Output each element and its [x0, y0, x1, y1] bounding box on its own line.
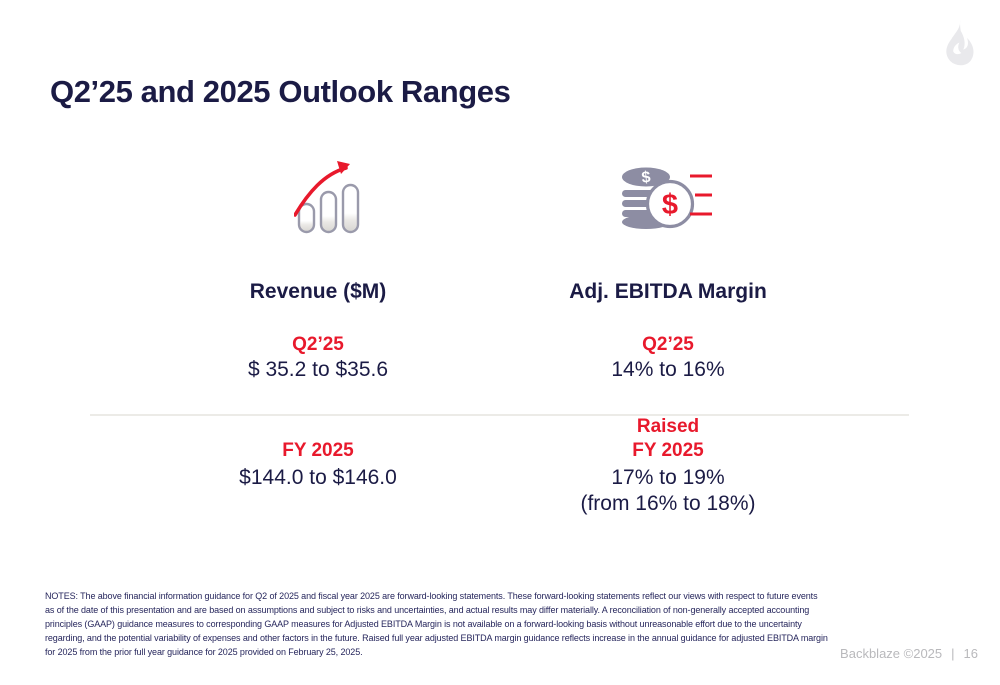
ebitda-raised-label: Raised [636, 416, 700, 437]
notes-line: regarding, and the potential variability… [45, 633, 828, 643]
footer-copyright: Backblaze ©2025 [840, 646, 943, 661]
backblaze-flame-logo [946, 20, 974, 66]
ebitda-q2-label: Q2’25 [642, 334, 694, 355]
ebitda-q2-value: 14% to 16% [611, 358, 725, 381]
notes-line: as of the date of this presentation and … [45, 605, 810, 615]
notes-line: for 2025 from the prior full year guidan… [45, 647, 363, 657]
revenue-column-header: Revenue ($M) [249, 280, 387, 303]
ebitda-coins-icon: $ $ [618, 164, 716, 239]
ebitda-fy-prior-range: (from 16% to 18%) [580, 492, 756, 515]
revenue-q2-value: $ 35.2 to $35.6 [247, 358, 389, 381]
notes-line: principles (GAAP) guidance measures to c… [45, 619, 802, 629]
svg-text:$: $ [662, 189, 678, 221]
ebitda-fy-label: FY 2025 [632, 440, 704, 461]
revenue-fy-value: $144.0 to $146.0 [239, 466, 397, 489]
svg-text:$: $ [641, 169, 652, 187]
ebitda-fy-value: 17% to 19% [611, 466, 725, 489]
coins-dollar-icon: $ $ [622, 167, 712, 229]
slide-title: Q2’25 and 2025 Outlook Ranges [50, 74, 511, 109]
revenue-fy-label: FY 2025 [282, 440, 354, 461]
notes-block: NOTES: The above financial information g… [45, 589, 975, 659]
footer-separator: | [951, 646, 955, 661]
slide-footer: Backblaze ©2025 | 16 [840, 646, 978, 661]
ebitda-column-header: Adj. EBITDA Margin [569, 280, 767, 303]
footer-page-number: 16 [963, 646, 978, 661]
horizontal-divider [90, 414, 909, 416]
notes-line: NOTES: The above financial information g… [45, 591, 818, 601]
revenue-growth-icon [293, 155, 362, 244]
revenue-q2-label: Q2’25 [292, 334, 344, 355]
bar-chart-arrow-icon [293, 161, 360, 234]
